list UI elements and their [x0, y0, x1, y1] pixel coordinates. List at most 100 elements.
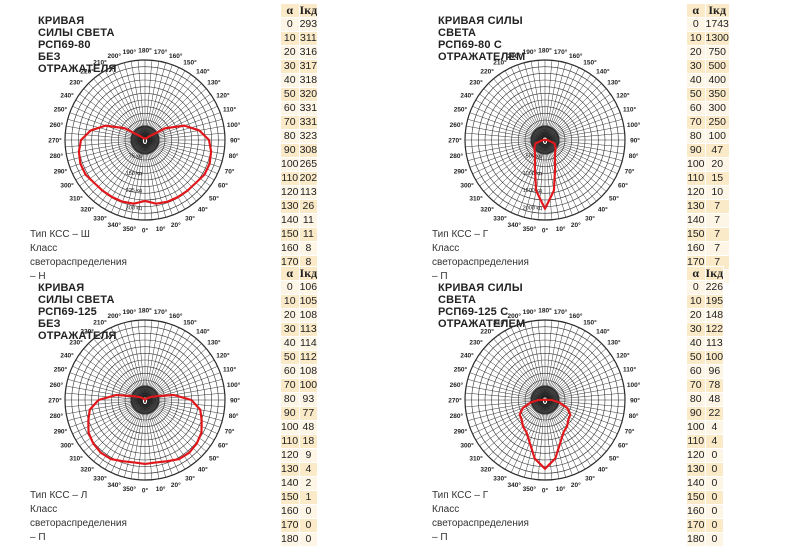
- degree-label: 280°: [450, 152, 464, 160]
- title-line: КРИВАЯ СИЛЫ СВЕТА: [38, 282, 115, 306]
- degree-label: 300°: [460, 442, 474, 450]
- intensity-cell: 323: [298, 129, 319, 144]
- table-row: 130 0: [686, 462, 725, 477]
- intensity-cell: 78: [704, 378, 725, 393]
- polar-grid: [464, 319, 626, 481]
- degree-label: 90°: [630, 397, 640, 405]
- degree-label: 200°: [507, 52, 521, 60]
- angle-cell: 140: [280, 476, 300, 491]
- intensity-cell: 11: [298, 227, 319, 242]
- polar-chart-4: 0° 10° 20° 30°40°50° 60° 70° 80° 90° 100° 110° 120…: [448, 307, 640, 495]
- angle-cell: 60: [686, 101, 706, 116]
- degree-label: 290°: [54, 167, 68, 175]
- degree-label: 340°: [507, 221, 521, 229]
- title-line: РСП69-125 С ОТРАЖАТЕЛЕМ: [438, 306, 526, 330]
- table-row: 90 22: [686, 406, 725, 421]
- angle-cell: 30: [686, 322, 706, 337]
- angle-cell: 150: [280, 227, 300, 242]
- table-row: 140 11: [280, 213, 319, 228]
- degree-label: 70°: [625, 167, 635, 175]
- degree-label: 250°: [454, 366, 468, 374]
- degree-label: 60°: [618, 442, 628, 450]
- degree-label: 340°: [107, 221, 121, 229]
- table-row: 90 77: [280, 406, 319, 421]
- degree-label: 250°: [54, 366, 68, 374]
- angle-cell: 120: [686, 448, 706, 463]
- angle-cell: 0: [280, 280, 300, 295]
- degree-label: 100°: [627, 121, 641, 129]
- intensity-cell: 331: [298, 115, 319, 130]
- degree-label: 150°: [583, 319, 597, 327]
- degree-label: 180°: [538, 307, 552, 315]
- angle-cell: 140: [686, 476, 706, 491]
- angle-cell: 70: [280, 115, 300, 130]
- angle-cell: 150: [686, 490, 706, 505]
- degree-label: 140°: [596, 328, 610, 336]
- degree-label: 60°: [218, 442, 228, 450]
- degree-label: 110°: [223, 366, 236, 374]
- degree-label: 350°: [523, 225, 537, 233]
- table-row: 130 26: [280, 199, 319, 214]
- intensity-cell: 114: [298, 336, 319, 351]
- table-row: 20 148: [686, 308, 725, 323]
- degree-label: 250°: [454, 106, 468, 114]
- table-row: 70 331: [280, 115, 319, 130]
- angle-cell: 60: [686, 364, 706, 379]
- table-row: 90 308: [280, 143, 319, 158]
- degree-label: 100°: [227, 381, 241, 389]
- table-header-row: α Iкд: [686, 266, 725, 281]
- table-row: 100 48: [280, 420, 319, 435]
- intensity-table-4: α Iкд 0 226 10 195 20 148 30 122 40 113 50 100 60 96 70 7…: [686, 266, 725, 547]
- intensity-cell: 11: [298, 213, 319, 228]
- degree-label: 80°: [229, 152, 239, 160]
- angle-cell: 100: [686, 420, 706, 435]
- ring-label: 75 кд: [129, 153, 143, 159]
- degree-label: 280°: [50, 412, 64, 420]
- intensity-cell: 500: [704, 59, 730, 74]
- intensity-cell: 320: [298, 87, 319, 102]
- table-row: 180 0: [280, 532, 319, 547]
- kss-class-label: Класс светораспределения – П: [432, 504, 529, 543]
- angle-cell: 30: [686, 59, 706, 74]
- degree-label: 0°: [142, 487, 149, 495]
- angle-cell: 90: [686, 143, 706, 158]
- angle-cell: 100: [280, 157, 300, 172]
- degree-label: 260°: [450, 381, 464, 389]
- degree-label: 40°: [198, 465, 208, 473]
- chart-footer-2: Тип КСС – Г Класс светораспределения – П: [432, 228, 529, 284]
- intensity-cell: 7: [704, 213, 730, 228]
- intensity-cell: 113: [298, 185, 319, 200]
- degree-label: 260°: [50, 121, 64, 129]
- table-row: 30 122: [686, 322, 725, 337]
- degree-label: 190°: [523, 48, 537, 56]
- degree-label: 330°: [93, 214, 107, 222]
- degree-label: 0°: [542, 487, 549, 495]
- intensity-cell: 148: [704, 308, 725, 323]
- table-row: 110 4: [686, 434, 725, 449]
- table-row: 140 2: [280, 476, 319, 491]
- intensity-cell: 195: [704, 294, 725, 309]
- angle-cell: 80: [686, 392, 706, 407]
- degree-label: 210°: [93, 319, 107, 327]
- table-row: 50 100: [686, 350, 725, 365]
- table-row: 30 500: [686, 59, 730, 74]
- intensity-cell: 48: [704, 392, 725, 407]
- chart-title-2: КРИВАЯ СИЛЫ СВЕТА РСП69-80 С ОТРАЖАТЕЛЕМ: [438, 15, 525, 63]
- intensity-cell: 0: [704, 532, 725, 547]
- degree-label: 50°: [609, 454, 619, 462]
- intensity-cell: 0: [298, 532, 319, 547]
- degree-label: 40°: [598, 205, 608, 213]
- degree-label: 240°: [460, 352, 474, 360]
- title-line: КРИВАЯ СИЛЫ СВЕТА: [38, 15, 115, 39]
- degree-label: 100°: [227, 121, 241, 129]
- chart-footer-4: Тип КСС – Г Класс светораспределения – П: [432, 489, 529, 545]
- angle-cell: 120: [280, 185, 300, 200]
- table-row: 160 0: [280, 504, 319, 519]
- intensity-cell: 293: [298, 17, 319, 32]
- angle-cell: 50: [686, 350, 706, 365]
- degree-label: 270°: [448, 397, 462, 405]
- table-row: 120 113: [280, 185, 319, 200]
- angle-cell: 160: [686, 504, 706, 519]
- degree-label: 110°: [223, 106, 236, 114]
- degree-label: 180°: [138, 47, 152, 55]
